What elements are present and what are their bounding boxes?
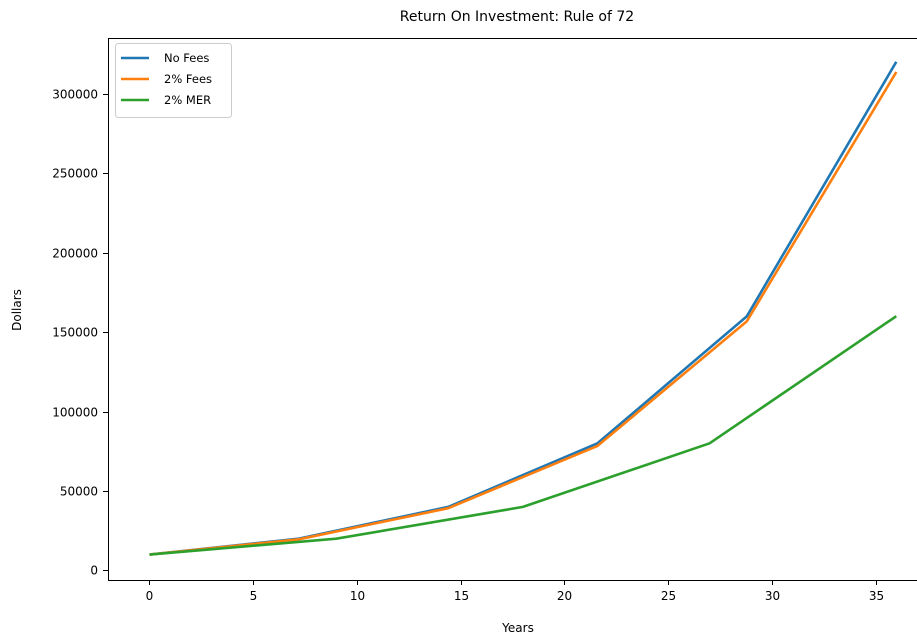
plot-area [108, 38, 917, 581]
chart-title: Return On Investment: Rule of 72 [400, 9, 634, 25]
y-axis-ticks: 0 50000 100000 150000 200000 250000 300000 [52, 88, 108, 578]
y-tick-label: 100000 [52, 406, 98, 420]
x-tick-label: 30 [765, 589, 780, 603]
series-line-2-fees [149, 71, 898, 556]
y-tick-label: 250000 [52, 167, 98, 181]
series-line-no-fees [149, 61, 898, 556]
series-line-2-mer [149, 315, 898, 556]
y-tick-label: 0 [90, 564, 98, 578]
x-axis-ticks: 0 5 10 15 20 25 30 35 [146, 580, 884, 603]
legend: No Fees 2% Fees 2% MER [115, 43, 232, 118]
y-tick-label: 50000 [60, 485, 98, 499]
x-tick-label: 25 [661, 589, 676, 603]
series-lines [149, 61, 898, 556]
y-tick-label: 150000 [52, 326, 98, 340]
x-tick-label: 10 [350, 589, 365, 603]
legend-label-2-fees: 2% Fees [164, 72, 212, 86]
x-tick-label: 35 [869, 589, 884, 603]
x-tick-label: 15 [454, 589, 469, 603]
legend-label-2-mer: 2% MER [164, 93, 211, 107]
legend-label-no-fees: No Fees [164, 51, 209, 65]
y-tick-label: 200000 [52, 247, 98, 261]
legend-entries: No Fees 2% Fees 2% MER [121, 51, 212, 107]
x-axis-label: Years [501, 621, 534, 635]
y-tick-label: 300000 [52, 88, 98, 102]
y-axis-label: Dollars [10, 289, 24, 331]
x-tick-label: 5 [250, 589, 258, 603]
x-tick-label: 20 [557, 589, 572, 603]
x-tick-label: 0 [146, 589, 154, 603]
